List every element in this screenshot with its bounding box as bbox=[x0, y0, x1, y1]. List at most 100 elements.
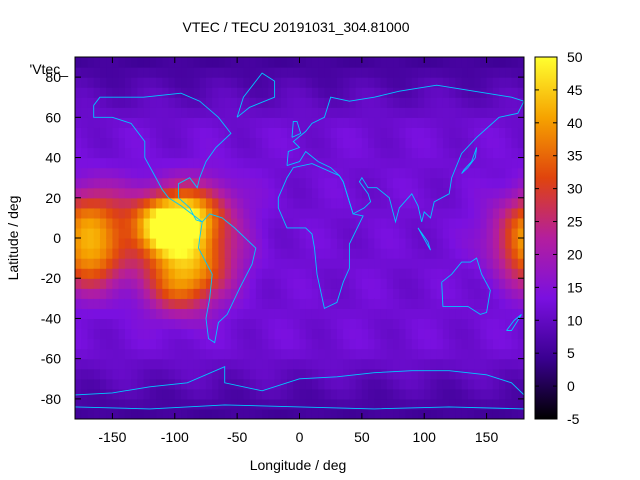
heatmap-cell bbox=[436, 147, 444, 159]
heatmap-cell bbox=[386, 338, 394, 350]
heatmap-cell bbox=[218, 87, 226, 98]
heatmap-cell bbox=[299, 368, 307, 380]
heatmap-cell bbox=[224, 157, 232, 169]
y-tick-label: -80 bbox=[41, 391, 61, 407]
chart-title: VTEC / TECU 20191031_304.81000 bbox=[182, 19, 409, 35]
heatmap-cell bbox=[156, 77, 163, 88]
heatmap-cell bbox=[461, 127, 469, 139]
heatmap-cell bbox=[112, 117, 120, 128]
heatmap-cell bbox=[349, 87, 357, 98]
heatmap-cell bbox=[343, 328, 350, 340]
heatmap-cell bbox=[442, 147, 450, 159]
heatmap-cell bbox=[124, 77, 132, 88]
heatmap-cell bbox=[137, 107, 145, 118]
heatmap-cell bbox=[293, 107, 301, 118]
heatmap-cell bbox=[168, 77, 176, 88]
heatmap-cell bbox=[517, 238, 524, 249]
heatmap-cell bbox=[393, 398, 400, 410]
heatmap-cell bbox=[112, 147, 120, 159]
heatmap-cell bbox=[330, 398, 338, 410]
heatmap-cell bbox=[455, 137, 463, 149]
heatmap-cell bbox=[455, 338, 463, 350]
heatmap-cell bbox=[324, 137, 332, 149]
heatmap-cell bbox=[386, 167, 394, 179]
heatmap-cell bbox=[237, 268, 244, 279]
heatmap-cell bbox=[199, 227, 207, 239]
heatmap-cell bbox=[499, 328, 506, 340]
heatmap-cell bbox=[255, 268, 263, 279]
heatmap-cell bbox=[268, 167, 276, 179]
heatmap-cell bbox=[81, 137, 89, 149]
heatmap-cell bbox=[411, 167, 419, 179]
heatmap-cell bbox=[75, 348, 82, 360]
heatmap-cell bbox=[181, 358, 188, 370]
heatmap-cell bbox=[305, 227, 313, 239]
heatmap-cell bbox=[355, 338, 363, 350]
heatmap-cell bbox=[517, 157, 524, 169]
heatmap-cell bbox=[274, 358, 282, 370]
heatmap-cell bbox=[311, 318, 319, 330]
heatmap-cell bbox=[436, 338, 444, 350]
heatmap-cell bbox=[318, 197, 326, 209]
heatmap-cell bbox=[299, 348, 307, 360]
heatmap-cell bbox=[405, 398, 413, 410]
heatmap-cell bbox=[374, 378, 382, 390]
heatmap-cell bbox=[393, 87, 400, 98]
heatmap-cell bbox=[293, 258, 301, 269]
heatmap-cell bbox=[499, 408, 506, 419]
heatmap-cell bbox=[349, 358, 357, 370]
heatmap-cell bbox=[255, 388, 263, 400]
heatmap-cell bbox=[424, 67, 432, 78]
heatmap-cell bbox=[75, 157, 82, 169]
heatmap-cell bbox=[237, 238, 244, 249]
heatmap-cell bbox=[168, 137, 176, 149]
heatmap-cell bbox=[299, 388, 307, 400]
heatmap-cell bbox=[299, 117, 307, 128]
heatmap-cell bbox=[124, 207, 132, 219]
heatmap-cell bbox=[106, 217, 114, 229]
heatmap-cell bbox=[318, 87, 326, 98]
heatmap-cell bbox=[131, 197, 138, 209]
heatmap-cell bbox=[262, 157, 269, 169]
heatmap-cell bbox=[380, 147, 388, 159]
heatmap-cell bbox=[181, 238, 188, 249]
heatmap-cell bbox=[162, 338, 170, 350]
heatmap-cell bbox=[349, 77, 357, 88]
heatmap-cell bbox=[330, 378, 338, 390]
heatmap-cell bbox=[417, 338, 425, 350]
heatmap-cell bbox=[492, 338, 500, 350]
heatmap-cell bbox=[106, 177, 114, 189]
heatmap-cell bbox=[517, 398, 524, 410]
heatmap-cell bbox=[174, 308, 182, 320]
heatmap-cell bbox=[81, 217, 89, 229]
heatmap-cell bbox=[87, 187, 95, 199]
heatmap-cell bbox=[280, 248, 288, 259]
heatmap-cell bbox=[81, 408, 89, 419]
heatmap-cell bbox=[293, 368, 301, 380]
heatmap-cell bbox=[212, 278, 220, 289]
heatmap-cell bbox=[374, 288, 382, 299]
heatmap-cell bbox=[455, 207, 463, 219]
heatmap-cell bbox=[118, 238, 126, 249]
heatmap-cell bbox=[349, 398, 357, 410]
heatmap-cell bbox=[193, 127, 201, 139]
heatmap-cell bbox=[511, 127, 519, 139]
heatmap-cell bbox=[230, 298, 238, 309]
heatmap-cell bbox=[455, 248, 463, 259]
heatmap-cell bbox=[268, 157, 276, 169]
heatmap-cell bbox=[137, 298, 145, 309]
heatmap-cell bbox=[336, 57, 344, 68]
heatmap-cell bbox=[162, 117, 170, 128]
heatmap-cell bbox=[143, 187, 151, 199]
heatmap-cell bbox=[174, 207, 182, 219]
heatmap-cell bbox=[243, 187, 251, 199]
heatmap-cell bbox=[87, 77, 95, 88]
heatmap-cell bbox=[330, 67, 338, 78]
heatmap-cell bbox=[330, 197, 338, 209]
heatmap-cell bbox=[87, 97, 95, 108]
heatmap-cell bbox=[486, 318, 494, 330]
heatmap-cell bbox=[343, 388, 350, 400]
heatmap-cell bbox=[156, 288, 163, 299]
heatmap-cell bbox=[467, 107, 475, 118]
heatmap-cell bbox=[218, 298, 226, 309]
